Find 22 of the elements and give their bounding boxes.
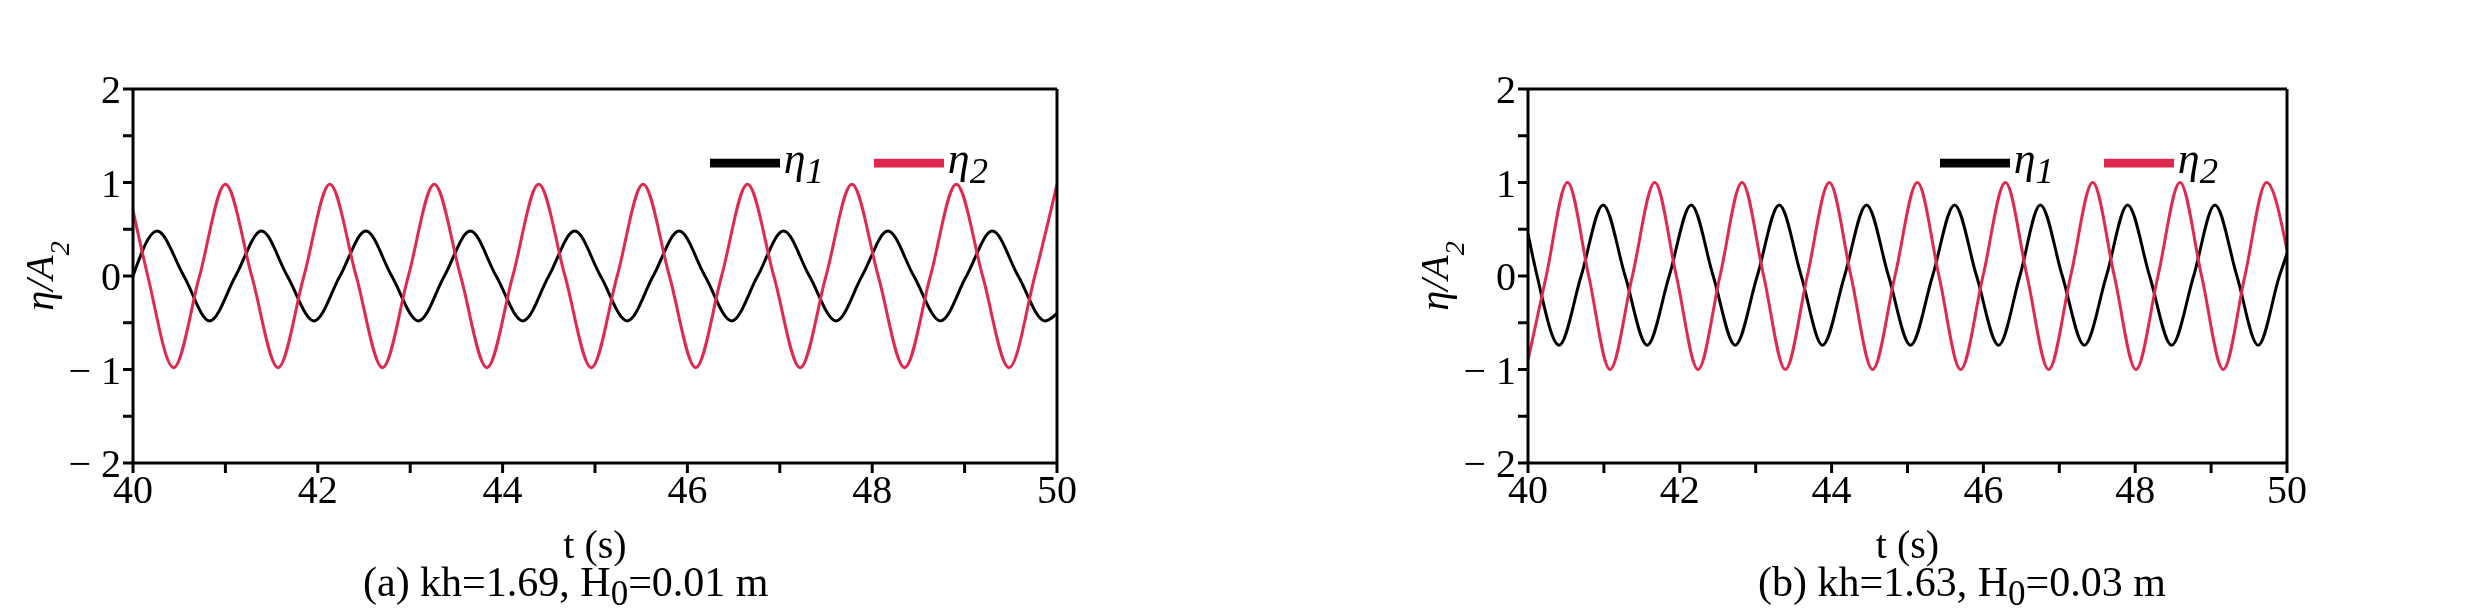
legend-label: η$_{1}$ [783,134,824,191]
legend-label: η$_{2}$ [2177,134,2218,191]
y-tick-label: 0 [101,254,121,300]
y-tick-label: − 1 [68,347,121,393]
y-tick-label: 0 [1496,254,1516,300]
x-tick-label: 50 [1037,467,1077,513]
x-tick-label: 46 [1963,467,2004,513]
x-tick-label: 50 [2267,467,2307,513]
x-tick-label: 44 [482,467,523,513]
x-tick-label: 44 [1811,467,1852,513]
y-tick-label: − 1 [1463,347,1516,393]
legend-label: η$_{2}$ [947,134,988,191]
x-tick-label: 48 [2115,467,2156,513]
x-tick-label: 42 [1659,467,1700,513]
x-tick-label: 46 [667,467,708,513]
legend-label: η$_{1}$ [2013,134,2054,191]
x-tick-label: 48 [852,467,893,513]
x-tick-label: 42 [297,467,338,513]
y-tick-label: 2 [1496,67,1516,113]
y-tick-label: 1 [1496,160,1516,206]
y-tick-label: 2 [101,67,121,113]
y-tick-label: 1 [101,160,121,206]
